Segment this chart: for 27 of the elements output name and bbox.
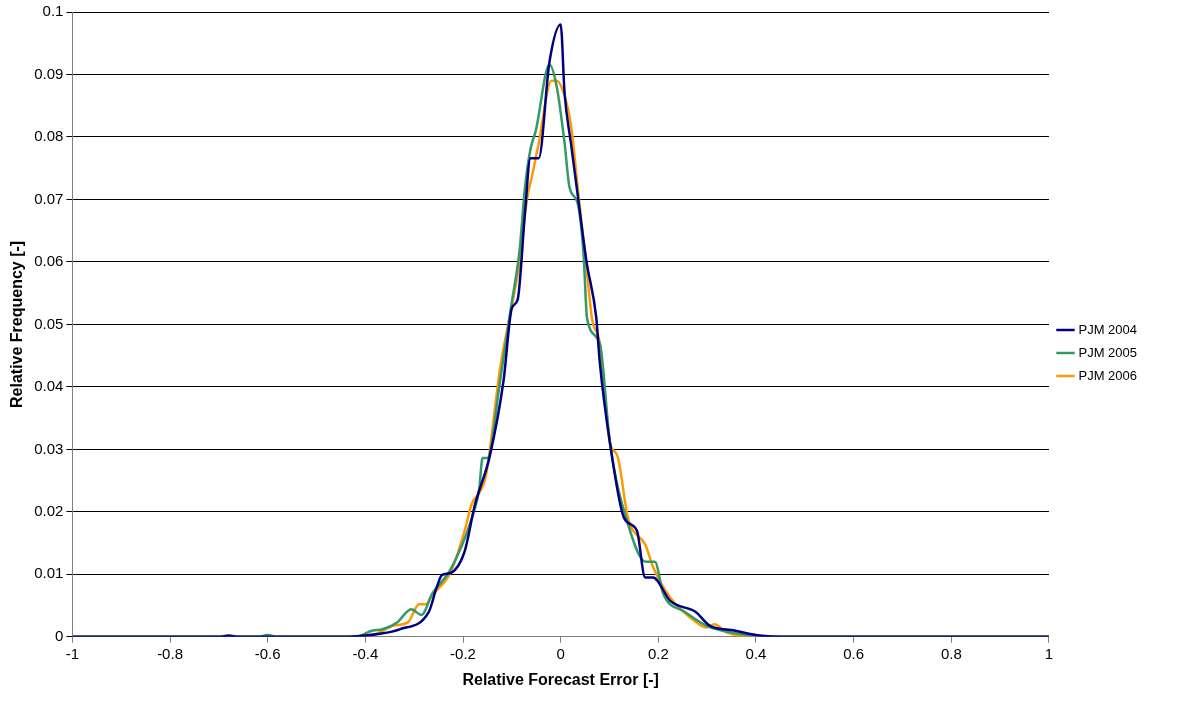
x-tick-label: 0 [556,644,565,662]
legend-label: PJM 2005 [1078,344,1138,360]
x-tick-label: -1 [65,644,80,662]
x-tick-label: -0.8 [157,644,183,662]
x-tick-label: 0.2 [647,644,669,662]
y-tick-label: 0.04 [34,377,64,395]
x-axis-title: Relative Forecast Error [-] [462,670,659,688]
y-tick-label: 0.05 [34,314,64,332]
y-tick-label: 0.02 [34,501,64,519]
legend-label: PJM 2006 [1078,367,1138,383]
y-tick-label: 0 [55,626,64,644]
y-tick-label: 0.08 [34,127,64,145]
x-tick-label: 0.4 [745,644,767,662]
y-tick-label: 0.06 [34,252,64,270]
y-tick-label: 0.03 [34,439,64,457]
y-axis-title: Relative Frequency [-] [8,240,26,408]
x-tick-label: 0.6 [843,644,865,662]
x-tick-label: 1 [1044,644,1054,662]
x-tick-label: 0.8 [940,644,962,662]
y-tick-label: 0.07 [34,189,64,207]
x-tick-label: -0.2 [450,644,476,662]
x-tick-label: -0.6 [254,644,281,662]
legend-label: PJM 2004 [1078,321,1138,337]
y-tick-label: 0.1 [42,2,64,20]
x-tick-label: -0.4 [352,644,379,662]
y-tick-label: 0.09 [34,64,64,82]
y-tick-label: 0.01 [34,564,64,582]
